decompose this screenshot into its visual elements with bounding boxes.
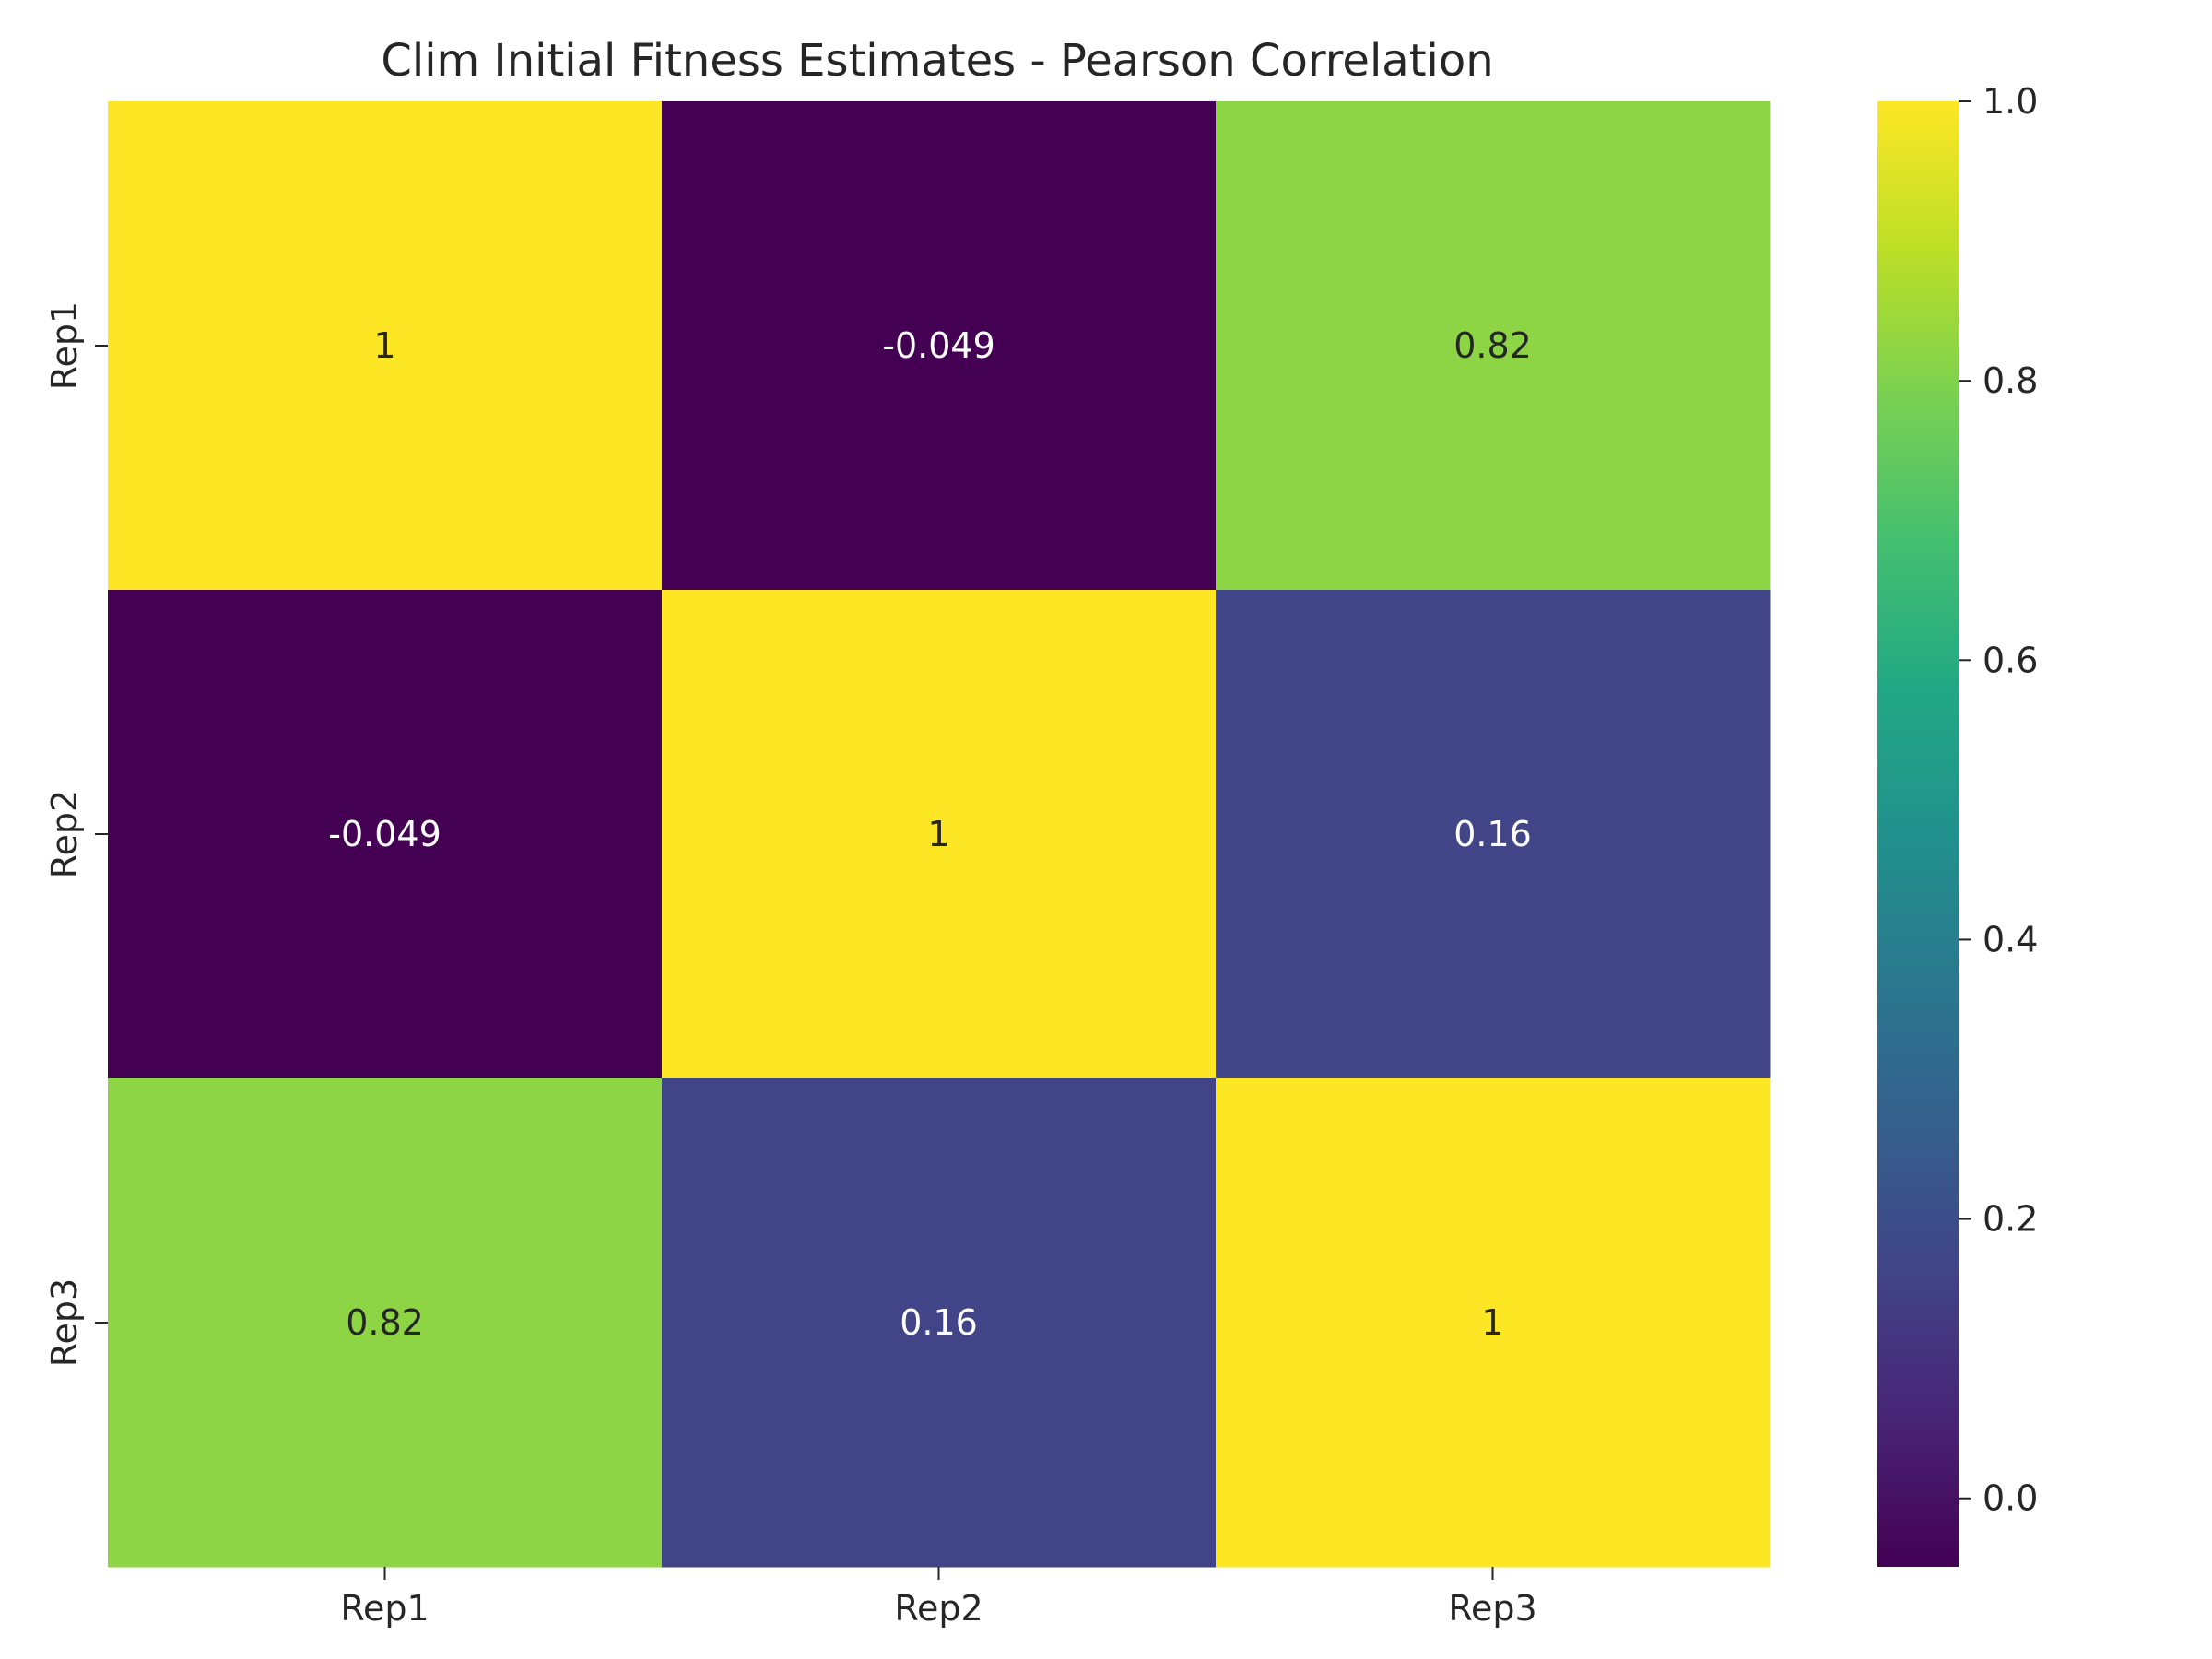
cell-value-label: 0.82 — [1453, 325, 1532, 366]
heatmap-cell — [108, 1078, 663, 1568]
y-axis: Rep1 Rep2 Rep3 — [44, 301, 108, 1367]
colorbar-tick-label: 1.0 — [1983, 81, 2038, 122]
heatmap-cell — [108, 590, 663, 1079]
cell-value-label: 0.16 — [900, 1302, 978, 1343]
x-tick-label: Rep3 — [1448, 1588, 1536, 1629]
colorbar-tick-label: 0.2 — [1983, 1199, 2038, 1240]
heatmap-cell — [1216, 1078, 1771, 1568]
colorbar-gradient — [1877, 101, 1959, 1567]
cell-value-label: -0.049 — [328, 814, 441, 854]
cell-value-label: -0.049 — [882, 325, 995, 366]
cell-value-label: 0.16 — [1453, 814, 1532, 854]
colorbar: 0.0 0.2 0.4 0.6 0.8 1.0 — [1877, 81, 2038, 1567]
cell-value-label: 1 — [927, 814, 949, 854]
colorbar-tick-label: 0.8 — [1983, 360, 2038, 401]
x-tick-label: Rep2 — [894, 1588, 982, 1629]
heatmap-cells: 1 -0.049 0.82 -0.049 1 0.16 0.82 0.16 1 — [108, 101, 1771, 1568]
heatmap-cell — [662, 1078, 1217, 1568]
heatmap-cell — [662, 101, 1217, 591]
cell-value-label: 1 — [1481, 1302, 1503, 1343]
chart-title: Clim Initial Fitness Estimates - Pearson… — [381, 35, 1493, 87]
y-tick-label: Rep3 — [44, 1278, 85, 1367]
heatmap-cell — [1216, 590, 1771, 1079]
colorbar-tick-label: 0.6 — [1983, 640, 2038, 680]
heatmap-cell — [108, 101, 663, 591]
cell-value-label: 1 — [373, 325, 395, 366]
y-tick-label: Rep1 — [44, 301, 85, 390]
heatmap-cell — [662, 590, 1217, 1079]
x-axis: Rep1 Rep2 Rep3 — [340, 1567, 1537, 1629]
cell-value-label: 0.82 — [346, 1302, 424, 1343]
colorbar-tick-label: 0.0 — [1983, 1478, 2038, 1519]
colorbar-tick-label: 0.4 — [1983, 919, 2038, 959]
x-tick-label: Rep1 — [340, 1588, 429, 1629]
y-tick-label: Rep2 — [44, 790, 85, 878]
heatmap-cell — [1216, 101, 1771, 591]
